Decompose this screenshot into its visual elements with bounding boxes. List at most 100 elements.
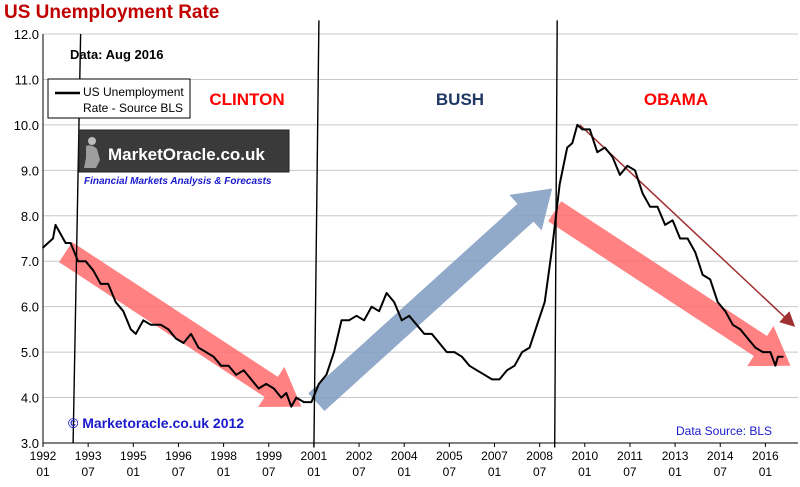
data-point [589, 128, 591, 131]
data-point [498, 378, 501, 381]
data-point [596, 151, 599, 153]
data-point [536, 324, 538, 326]
data-point [272, 387, 275, 390]
chart-title: US Unemployment Rate [4, 2, 220, 23]
data-point [167, 328, 170, 331]
data-point [280, 396, 283, 399]
x-tick-year-1992: 1992 [30, 449, 57, 463]
data-point [528, 346, 531, 349]
data-point [521, 351, 523, 353]
y-tick-11.0: 11.0 [15, 72, 39, 87]
data-point [69, 242, 72, 244]
y-tick-4.0: 4.0 [21, 391, 39, 406]
y-tick-9.0: 9.0 [21, 163, 39, 178]
data-point [619, 174, 621, 176]
x-tick-month-1993: 07 [81, 465, 95, 479]
x-tick-month-2007: 01 [488, 465, 502, 479]
data-point [370, 305, 373, 308]
data-point [438, 342, 441, 344]
data-point [774, 364, 777, 367]
logo-thinker-head [88, 137, 96, 145]
x-tick-month-1996: 07 [172, 465, 186, 479]
x-tick-year-2013: 2013 [662, 449, 689, 463]
x-tick-month-2014: 07 [714, 465, 728, 479]
data-point [551, 246, 553, 249]
data-point [762, 351, 764, 353]
era-label-bush: BUSH [436, 90, 484, 109]
bush-trend-arrow [308, 188, 553, 411]
x-tick-month-2013: 01 [668, 465, 682, 479]
logo-thinker-icon [84, 137, 100, 168]
data-point [566, 146, 569, 149]
data-point [679, 237, 681, 240]
x-tick-month-1995: 01 [127, 465, 141, 479]
data-point [378, 310, 380, 313]
data-point [227, 364, 230, 367]
data-point [122, 310, 125, 313]
clinton-trend-arrow [58, 242, 302, 407]
x-tick-month-2002: 07 [352, 465, 366, 479]
logo-background [79, 130, 289, 172]
x-tick-month-2005: 07 [443, 465, 457, 479]
x-tick-year-2001: 2001 [301, 449, 328, 463]
x-tick-year-1998: 1998 [210, 449, 237, 463]
data-point [355, 314, 358, 317]
obama-thin-trend-arrow [579, 124, 796, 327]
data-point [468, 364, 471, 367]
data-point [393, 301, 395, 303]
data-point [59, 233, 62, 235]
data-point [175, 337, 177, 340]
data-point [716, 301, 719, 303]
data-point [400, 319, 403, 322]
data-point [340, 319, 343, 322]
x-tick-year-2014: 2014 [707, 449, 734, 463]
x-tick-year-2011: 2011 [617, 449, 643, 463]
data-point [92, 269, 94, 272]
data-point [626, 164, 629, 167]
data-point [576, 124, 579, 126]
x-tick-year-2005: 2005 [436, 449, 463, 463]
data-point [52, 237, 54, 240]
data-point [285, 392, 288, 394]
y-tick-5.0: 5.0 [21, 345, 39, 360]
data-point [250, 378, 252, 381]
data-point [242, 369, 245, 372]
data-point [107, 283, 110, 285]
x-tick-year-1993: 1993 [75, 449, 102, 463]
data-point [220, 364, 222, 367]
data-point [54, 224, 57, 226]
logo-thinker-body [84, 145, 100, 168]
data-point [747, 337, 749, 340]
data-point [235, 374, 237, 376]
data-point [634, 169, 636, 172]
x-tick-year-2008: 2008 [526, 449, 553, 463]
data-point [160, 324, 162, 326]
data-point [295, 396, 298, 399]
x-tick-month-1998: 01 [217, 465, 231, 479]
copyright-text: © Marketoracle.co.uk 2012 [68, 415, 244, 431]
x-tick-month-2010: 01 [578, 465, 592, 479]
era-label-clinton: CLINTON [209, 90, 284, 109]
data-point [205, 351, 207, 353]
data-point [333, 351, 335, 353]
data-point [265, 383, 268, 385]
data-point [363, 319, 365, 322]
data-point [318, 383, 320, 385]
data-point [212, 355, 215, 358]
y-tick-10.0: 10.0 [14, 118, 39, 133]
data-point [453, 351, 456, 353]
y-tick-12.0: 12.0 [14, 27, 39, 42]
legend-label-line1: US Unemployment [83, 85, 184, 99]
data-point [641, 192, 644, 194]
y-tick-8.0: 8.0 [21, 209, 39, 224]
data-point [558, 183, 561, 185]
era-label-obama: OBAMA [644, 90, 708, 109]
data-point [611, 155, 614, 158]
x-tick-year-1995: 1995 [120, 449, 147, 463]
divider-obama [553, 20, 558, 448]
data-note: Data: Aug 2016 [70, 47, 163, 62]
data-point [197, 346, 200, 349]
x-tick-year-2016: 2016 [752, 449, 779, 463]
data-point [571, 142, 574, 144]
